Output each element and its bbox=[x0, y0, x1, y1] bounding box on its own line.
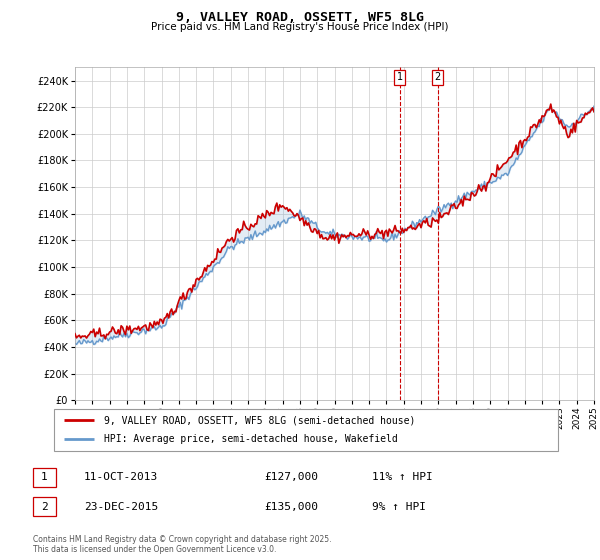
Text: Contains HM Land Registry data © Crown copyright and database right 2025.
This d: Contains HM Land Registry data © Crown c… bbox=[33, 535, 331, 554]
Text: 11-OCT-2013: 11-OCT-2013 bbox=[84, 472, 158, 482]
Text: HPI: Average price, semi-detached house, Wakefield: HPI: Average price, semi-detached house,… bbox=[104, 435, 398, 445]
Text: £135,000: £135,000 bbox=[264, 502, 318, 512]
Text: 9, VALLEY ROAD, OSSETT, WF5 8LG: 9, VALLEY ROAD, OSSETT, WF5 8LG bbox=[176, 11, 424, 24]
Text: 2: 2 bbox=[434, 72, 441, 82]
Text: 9, VALLEY ROAD, OSSETT, WF5 8LG (semi-detached house): 9, VALLEY ROAD, OSSETT, WF5 8LG (semi-de… bbox=[104, 415, 416, 425]
Text: Price paid vs. HM Land Registry's House Price Index (HPI): Price paid vs. HM Land Registry's House … bbox=[151, 22, 449, 32]
Text: 1: 1 bbox=[41, 472, 48, 482]
FancyBboxPatch shape bbox=[54, 409, 558, 451]
Text: 9% ↑ HPI: 9% ↑ HPI bbox=[372, 502, 426, 512]
Text: 11% ↑ HPI: 11% ↑ HPI bbox=[372, 472, 433, 482]
Text: 1: 1 bbox=[397, 72, 403, 82]
Text: £127,000: £127,000 bbox=[264, 472, 318, 482]
Text: 23-DEC-2015: 23-DEC-2015 bbox=[84, 502, 158, 512]
Text: 2: 2 bbox=[41, 502, 48, 512]
